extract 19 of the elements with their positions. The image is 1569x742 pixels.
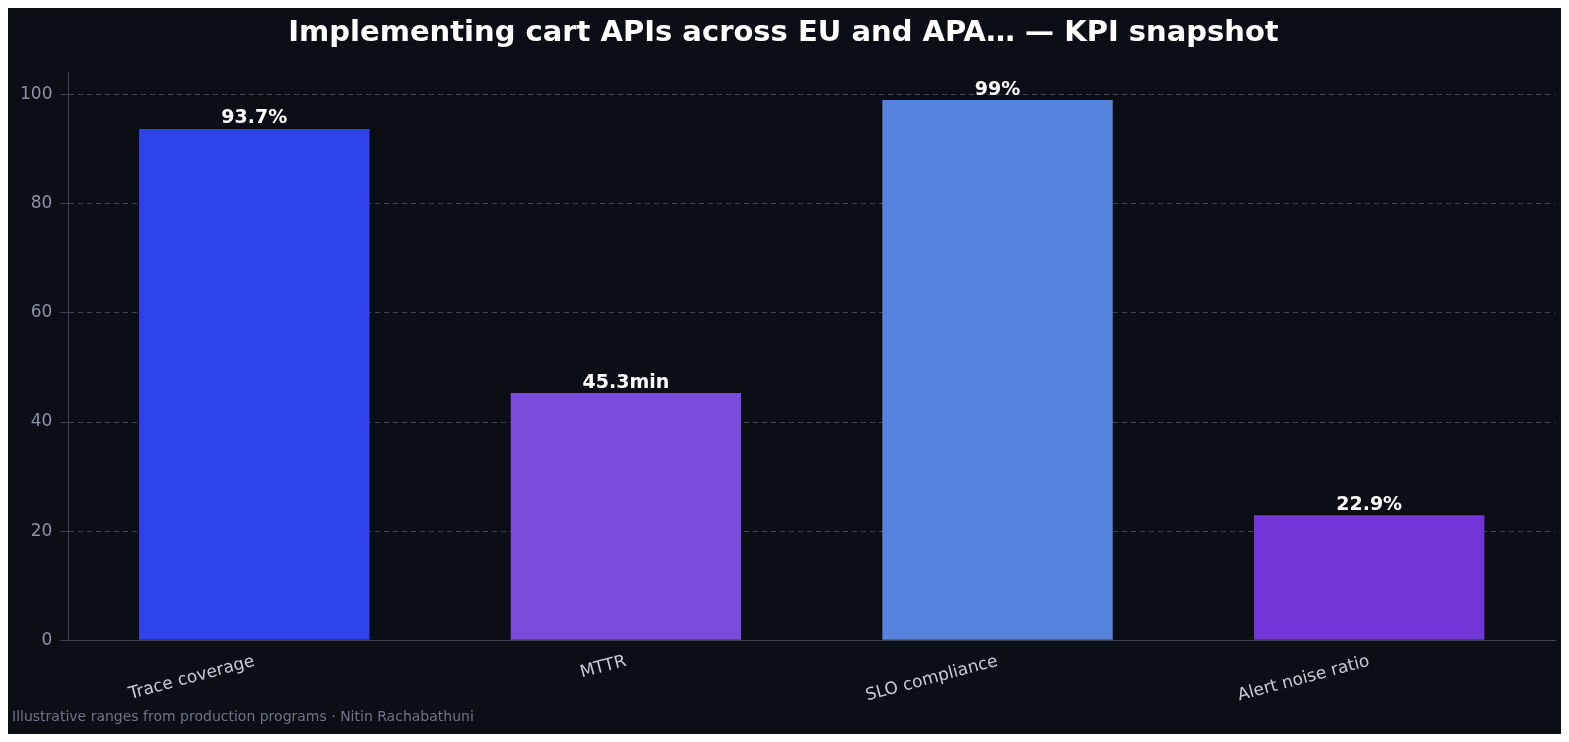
x-tick-label: Alert noise ratio <box>1235 649 1372 705</box>
data-label: 99% <box>974 76 1021 99</box>
bar <box>139 129 370 640</box>
data-label: 22.9% <box>1336 491 1403 514</box>
x-tick-label: MTTR <box>577 649 629 682</box>
y-tick-label: 100 <box>19 83 53 104</box>
y-tick-label: 20 <box>30 519 53 540</box>
text: Illustrative ranges from production programs · Nitin Rachabathuni <box>12 708 474 725</box>
data-label: 93.7% <box>221 105 288 128</box>
bar <box>1253 515 1485 640</box>
y-tick-label: 60 <box>30 301 53 322</box>
chart-title: Implementing cart APIs across EU and APA… — KPI snapshot <box>288 13 1279 48</box>
y-tick-label: 40 <box>30 410 53 431</box>
y-tick-label: 0 <box>41 628 53 649</box>
y-tick-label: 80 <box>30 192 53 213</box>
bar <box>510 393 742 640</box>
data-label: 45.3min <box>582 369 670 392</box>
x-tick-label: Trace coverage <box>125 649 257 704</box>
bar <box>882 100 1113 640</box>
